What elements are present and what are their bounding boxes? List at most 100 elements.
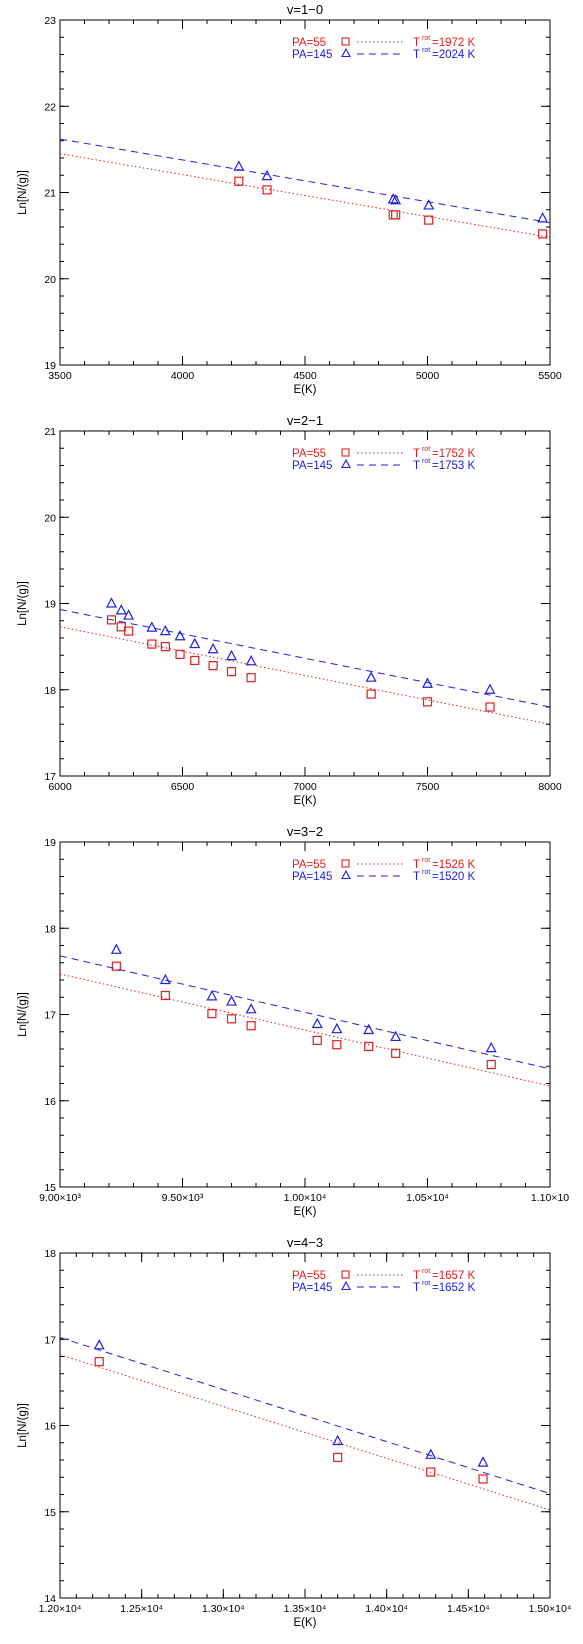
data-point-square (312, 1035, 322, 1045)
legend-temp-symbol: T (413, 1270, 420, 1282)
legend-temp-subscript: rot (422, 1280, 430, 1287)
data-point-square (234, 176, 244, 186)
data-point-square (147, 639, 157, 649)
legend-square-icon (341, 859, 350, 868)
x-tick-label: 4500 (293, 370, 317, 382)
data-point-triangle (331, 1022, 343, 1034)
x-tick-label: 1.10×10 (531, 1192, 569, 1204)
data-point-triangle (423, 199, 435, 210)
fit-line-pa145 (59, 955, 551, 1070)
data-point-triangle (233, 160, 245, 171)
data-point-triangle (207, 642, 219, 654)
chart-panel-v1-0: v=1−0 3500 4000 4500 5000 5500 19 20 21 22 23 E(K) L… (0, 0, 583, 411)
legend-temp-subscript: rot (422, 857, 430, 864)
y-tick-label: 21 (44, 188, 56, 200)
x-tick-label: 1.50×10⁴ (529, 1603, 572, 1615)
legend-temp-subscript: rot (422, 458, 430, 465)
legend-temp-value: =1652 K (432, 1282, 475, 1294)
y-tick-label: 14 (44, 1593, 56, 1605)
chart-panel-v2-1: v=2−1 6000 6500 7000 7500 8000 17 18 19 20 21 E(K) L… (0, 411, 583, 822)
legend-series-name: PA=55 (292, 448, 326, 460)
fit-line-pa145 (59, 1337, 551, 1495)
data-point-triangle (422, 677, 433, 688)
data-point-triangle (159, 624, 171, 636)
data-point-triangle (485, 1041, 497, 1053)
data-point-triangle (174, 629, 186, 641)
legend-temp-value: =1752 K (432, 448, 475, 460)
legend-temp-value: =1753 K (432, 460, 475, 472)
legend-temp-symbol: T (413, 859, 420, 871)
data-point-square (485, 702, 495, 712)
chart-svg: v=2−1 6000 6500 7000 7500 8000 17 18 19 20 21 E(K) L… (17, 413, 562, 807)
x-tick-label: 1.05×10⁴ (406, 1192, 449, 1204)
data-point-triangle (123, 609, 135, 620)
data-point-square (111, 961, 121, 971)
x-tick-label: 5000 (416, 370, 440, 382)
x-tick-label: 1.00×10⁴ (284, 1192, 327, 1204)
legend-temp-symbol: T (413, 49, 420, 61)
y-tick-label: 19 (44, 837, 56, 849)
y-axis-label: Ln[N/(g)] (17, 992, 29, 1037)
x-tick-label: 1.40×10⁴ (365, 1603, 408, 1615)
fit-line-pa145 (59, 609, 551, 708)
y-tick-label: 20 (44, 512, 56, 524)
legend-temp-subscript: rot (422, 446, 430, 453)
data-point-triangle (245, 655, 257, 666)
x-tick-label: 8000 (538, 781, 562, 793)
x-tick-label: 1.25×10⁴ (120, 1603, 163, 1615)
fit-line-pa55 (59, 153, 551, 238)
legend-temp-symbol: T (413, 871, 420, 883)
chart-panel-v3-2: v=3−2 9.00×10³ 9.50×10³ 1.00×10⁴ 1.05×10⁴ 1.1… (0, 822, 583, 1233)
legend-triangle-icon (341, 458, 351, 469)
chart-svg: v=4−3 1.20×10⁴ 1.25×10⁴ 1.30×10⁴ 1.35×10⁴ 1.4… (17, 1235, 572, 1629)
legend-temp-subscript: rot (422, 35, 430, 42)
data-point-triangle (477, 1456, 489, 1467)
data-point-triangle (484, 683, 496, 694)
data-point-square (160, 990, 170, 1001)
plot-frame (59, 19, 551, 366)
chart-svg: v=1−0 3500 4000 4500 5000 5500 19 20 21 22 23 E(K) L… (17, 2, 562, 396)
data-point-triangle (390, 1030, 402, 1042)
data-point-triangle (189, 637, 201, 649)
data-point-square (388, 210, 398, 220)
legend-temp-subscript: rot (422, 1268, 430, 1275)
plot-frame (59, 430, 551, 777)
x-tick-label: 6500 (171, 781, 195, 793)
data-point-triangle (261, 169, 273, 181)
legend-temp-value: =1520 K (432, 871, 475, 883)
fit-line-pa55 (59, 626, 551, 725)
data-point-triangle (226, 995, 237, 1006)
data-point-square (422, 697, 433, 707)
legend-temp-subscript: rot (422, 47, 430, 54)
data-point-square (246, 673, 256, 683)
plot-frame (59, 841, 551, 1188)
x-tick-label: 6000 (48, 781, 72, 793)
legend-series-name: PA=145 (292, 49, 332, 61)
x-tick-label: 1.45×10⁴ (447, 1603, 490, 1615)
data-point-triangle (226, 649, 237, 661)
x-axis-label: E(K) (294, 384, 317, 396)
y-tick-label: 16 (44, 1096, 56, 1108)
x-tick-label: 3500 (48, 370, 72, 382)
legend-series-name: PA=145 (292, 460, 332, 472)
data-point-square (538, 229, 548, 239)
legend-triangle-icon (341, 869, 351, 880)
data-point-square (364, 1041, 374, 1052)
x-tick-label: 4000 (171, 370, 195, 382)
y-tick-label: 21 (44, 426, 56, 438)
legend-temp-value: =1526 K (432, 859, 475, 871)
data-point-triangle (159, 973, 171, 985)
legend-series-name: PA=145 (292, 871, 332, 883)
legend-series-name: PA=55 (292, 37, 326, 49)
legend-square-icon (341, 37, 350, 46)
data-point-square (366, 689, 376, 699)
data-point-triangle (311, 1017, 323, 1029)
data-point-triangle (146, 621, 158, 632)
x-tick-label: 1.35×10⁴ (284, 1603, 327, 1615)
data-point-square (246, 1021, 256, 1031)
y-tick-label: 20 (44, 274, 56, 286)
y-tick-label: 23 (44, 15, 56, 27)
